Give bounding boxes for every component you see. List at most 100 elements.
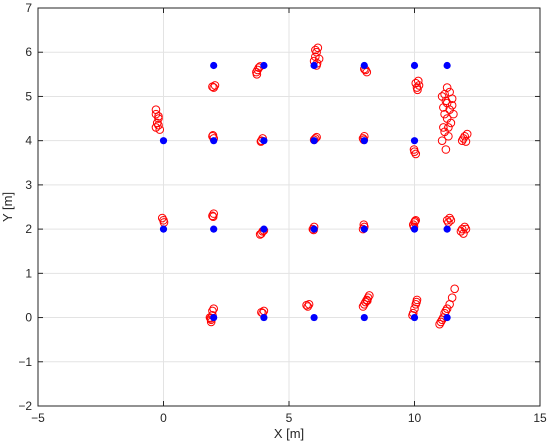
estimate-point [409, 145, 419, 154]
estimate-point [314, 54, 324, 64]
reference-point [159, 137, 168, 145]
estimate-point [456, 227, 466, 236]
estimate-point [365, 291, 374, 300]
y-axis-label: Y [m] [0, 192, 15, 222]
estimate-point [311, 45, 320, 55]
reference-point [410, 225, 419, 233]
reference-point [360, 61, 368, 70]
reference-point [443, 225, 451, 233]
estimate-point [155, 125, 165, 134]
x-tick-labels: −5 0 5 10 15 [31, 411, 547, 425]
estimate-point [445, 299, 454, 309]
estimate-point [410, 304, 419, 314]
reference-point [260, 313, 268, 322]
estimate-point [457, 224, 467, 234]
reference-point [260, 61, 268, 70]
estimate-point [450, 284, 459, 294]
estimate-point [411, 215, 421, 225]
estimate-point [413, 76, 423, 86]
data-points [151, 43, 472, 329]
estimate-point [446, 118, 456, 128]
reference-point [210, 225, 218, 233]
reference-point [310, 225, 318, 233]
y-tick-label: −1 [18, 355, 32, 369]
reference-point [443, 61, 451, 70]
y-tick-label: 2 [25, 222, 32, 236]
estimate-point [439, 123, 448, 132]
estimate-point [449, 109, 458, 119]
estimate-point [445, 213, 454, 223]
estimate-point [358, 302, 368, 311]
estimate-point [363, 293, 373, 302]
estimate-point [440, 89, 449, 99]
estimate-point [208, 82, 217, 92]
estimate-point [414, 81, 424, 90]
y-tick-label: 1 [25, 266, 32, 280]
estimate-point [442, 215, 452, 225]
estimate-point [440, 109, 449, 119]
y-tick-label: 6 [25, 45, 32, 59]
estimate-point [459, 229, 468, 238]
reference-point [159, 225, 168, 233]
reference-point [260, 137, 268, 145]
estimate-point [412, 297, 421, 307]
y-tick-label: −2 [18, 399, 32, 413]
x-tick-label: 0 [160, 411, 167, 425]
estimate-point [361, 297, 370, 307]
x-tick-label: 15 [533, 411, 547, 425]
estimate-point [413, 85, 422, 95]
reference-point [310, 313, 318, 322]
reference-point [260, 225, 268, 233]
grid-lines [37, 7, 541, 407]
x-tick-label: 5 [286, 411, 293, 425]
y-tick-labels: −2 −1 0 1 2 3 4 5 6 7 [18, 1, 32, 413]
estimate-point [411, 149, 421, 159]
estimate-point [460, 131, 470, 141]
estimate-point [208, 211, 217, 221]
estimate-point [437, 136, 447, 145]
reference-point [410, 61, 419, 70]
estimate-point [209, 209, 218, 218]
reference-point [210, 313, 218, 322]
estimate-point [154, 120, 163, 130]
estimate-point [437, 92, 447, 101]
estimate-point [461, 224, 471, 234]
reference-point [410, 137, 419, 145]
estimate-point [457, 136, 467, 145]
estimate-point [151, 109, 161, 119]
axis-ticks [37, 7, 541, 407]
estimate-point [208, 212, 218, 222]
reference-point [443, 313, 451, 322]
estimate-point [303, 302, 313, 311]
estimate-point [442, 304, 452, 314]
reference-point [360, 225, 368, 233]
estimate-point [154, 112, 163, 121]
x-tick-label: −5 [31, 411, 45, 425]
estimate-point [461, 137, 471, 146]
reference-point [210, 61, 218, 70]
estimate-point [435, 319, 444, 329]
estimate-point [444, 123, 453, 132]
estimate-point [436, 317, 446, 327]
reference-point [310, 137, 318, 145]
estimate-point [209, 304, 218, 314]
estimate-point [313, 43, 323, 53]
y-tick-label: 7 [25, 1, 32, 15]
estimate-point [157, 213, 167, 223]
reference-point [310, 61, 318, 70]
reference-point [410, 313, 419, 322]
estimate-point [446, 215, 456, 225]
y-tick-label: 4 [25, 134, 32, 148]
estimate-point [304, 299, 314, 309]
estimate-point [439, 103, 448, 112]
estimate-point [445, 87, 454, 97]
estimate-point [444, 131, 453, 141]
estimate-point [363, 296, 372, 306]
estimate-point [209, 83, 218, 92]
x-axis-label: X [m] [274, 426, 304, 441]
estimate-point [410, 216, 420, 226]
y-tick-label: 3 [25, 178, 32, 192]
reference-point [360, 137, 368, 145]
reference-point [210, 137, 218, 145]
estimate-point [252, 70, 262, 79]
